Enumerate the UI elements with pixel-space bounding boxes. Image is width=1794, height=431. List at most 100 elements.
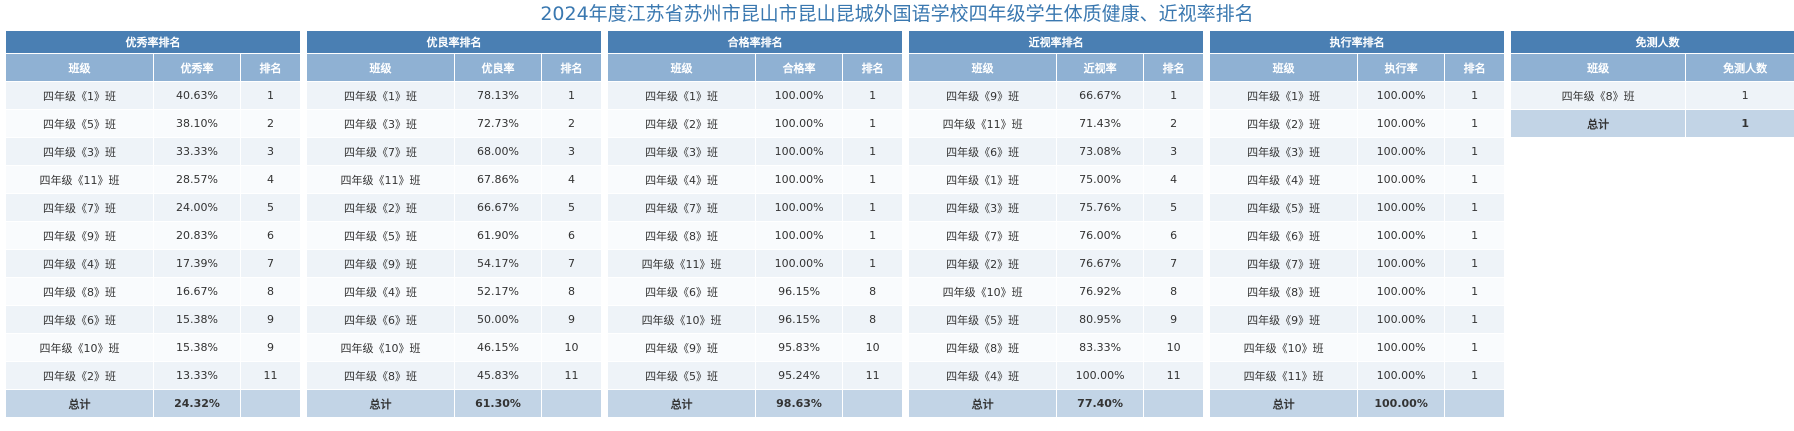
rate-cell: 52.17% xyxy=(454,277,543,306)
rate-cell: 100.00% xyxy=(1357,81,1446,110)
column-header-rank: 排名 xyxy=(1143,53,1205,82)
rank-cell: 5 xyxy=(1143,193,1205,222)
rank-cell: 10 xyxy=(842,333,904,362)
rank-cell: 1 xyxy=(842,249,904,278)
rate-cell: 33.33% xyxy=(153,137,241,166)
table-caption: 优秀率排名 xyxy=(4,30,302,54)
table-row: 四年级《8》班 45.83% 11 xyxy=(306,361,603,390)
rate-cell: 100.00% xyxy=(1357,249,1446,278)
rate-cell: 61.90% xyxy=(454,221,543,250)
rank-cell: 10 xyxy=(1143,333,1205,362)
class-cell: 四年级《4》班 xyxy=(1209,165,1359,194)
rate-cell: 66.67% xyxy=(454,193,543,222)
rate-cell: 76.92% xyxy=(1056,277,1145,306)
class-cell: 四年级《8》班 xyxy=(306,361,456,390)
table-row: 四年级《3》班 72.73% 2 xyxy=(306,109,603,138)
rate-cell: 66.67% xyxy=(1056,81,1145,110)
rate-cell: 13.33% xyxy=(153,361,241,390)
table-row: 四年级《10》班 46.15% 10 xyxy=(306,333,603,362)
rate-cell: 100.00% xyxy=(755,221,844,250)
rank-cell: 9 xyxy=(239,333,302,362)
rate-cell: 24.00% xyxy=(153,193,241,222)
rate-cell: 100.00% xyxy=(1357,165,1446,194)
column-header-rank: 排名 xyxy=(541,53,603,82)
table-row: 四年级《2》班 66.67% 5 xyxy=(306,193,603,222)
class-cell: 四年级《10》班 xyxy=(5,333,154,362)
rank-cell: 8 xyxy=(541,277,603,306)
total-label: 总计 xyxy=(1209,389,1359,418)
rank-cell: 5 xyxy=(239,193,302,222)
table-row: 四年级《5》班 61.90% 6 xyxy=(306,221,603,250)
rate-cell: 45.83% xyxy=(454,361,543,390)
class-cell: 四年级《10》班 xyxy=(306,333,456,362)
rank-cell: 9 xyxy=(1143,305,1205,334)
class-cell: 四年级《7》班 xyxy=(5,193,154,222)
table-row: 四年级《6》班 50.00% 9 xyxy=(306,305,603,334)
table-row: 四年级《9》班 100.00% 1 xyxy=(1209,305,1506,334)
class-cell: 四年级《4》班 xyxy=(908,361,1058,390)
class-cell: 四年级《8》班 xyxy=(908,333,1058,362)
rank-cell: 7 xyxy=(541,249,603,278)
class-cell: 四年级《11》班 xyxy=(5,165,154,194)
rank-cell: 1 xyxy=(1444,193,1506,222)
rate-cell: 100.00% xyxy=(755,109,844,138)
class-cell: 四年级《11》班 xyxy=(306,165,456,194)
excellent-rate-table: 优秀率排名 班级 优秀率 排名 四年级《1》班 40.63% 1 四年级《5》班 38… xyxy=(4,30,302,418)
total-rank-empty xyxy=(842,389,904,418)
column-header-rank: 排名 xyxy=(239,53,302,82)
rank-cell: 11 xyxy=(541,361,603,390)
total-value: 98.63% xyxy=(755,389,844,418)
class-cell: 四年级《9》班 xyxy=(908,81,1058,110)
table-row: 四年级《3》班 75.76% 5 xyxy=(908,193,1205,222)
ranking-tables: 优秀率排名 班级 优秀率 排名 四年级《1》班 40.63% 1 四年级《5》班 38… xyxy=(0,30,1794,418)
column-header-class: 班级 xyxy=(306,53,456,82)
column-header-rate: 近视率 xyxy=(1056,53,1145,82)
class-cell: 四年级《4》班 xyxy=(306,277,456,306)
rate-cell: 17.39% xyxy=(153,249,241,278)
rank-cell: 1 xyxy=(1444,165,1506,194)
table-row: 四年级《8》班 16.67% 8 xyxy=(5,277,302,306)
rank-cell: 1 xyxy=(842,109,904,138)
rank-cell: 9 xyxy=(541,305,603,334)
rank-cell: 11 xyxy=(842,361,904,390)
rate-cell: 67.86% xyxy=(454,165,543,194)
class-cell: 四年级《1》班 xyxy=(607,81,757,110)
table-row: 四年级《1》班 40.63% 1 xyxy=(5,81,302,110)
table-row: 四年级《4》班 52.17% 8 xyxy=(306,277,603,306)
rate-cell: 15.38% xyxy=(153,333,241,362)
total-rank-empty xyxy=(541,389,603,418)
class-cell: 四年级《5》班 xyxy=(1209,193,1359,222)
total-row: 总计 24.32% xyxy=(5,389,302,418)
rank-cell: 1 xyxy=(541,81,603,110)
class-cell: 四年级《9》班 xyxy=(5,221,154,250)
class-cell: 四年级《6》班 xyxy=(1209,221,1359,250)
table-row: 四年级《7》班 100.00% 1 xyxy=(607,193,904,222)
rank-cell: 6 xyxy=(1143,221,1205,250)
class-cell: 四年级《2》班 xyxy=(306,193,456,222)
column-header-class: 班级 xyxy=(908,53,1058,82)
class-cell: 四年级《10》班 xyxy=(1209,333,1359,362)
rate-cell: 73.08% xyxy=(1056,137,1145,166)
table-row: 四年级《2》班 100.00% 1 xyxy=(1209,109,1506,138)
rank-cell: 3 xyxy=(239,137,302,166)
rank-cell: 1 xyxy=(1444,277,1506,306)
table-row: 四年级《1》班 75.00% 4 xyxy=(908,165,1205,194)
class-cell: 四年级《9》班 xyxy=(607,333,757,362)
table-row: 四年级《3》班 100.00% 1 xyxy=(1209,137,1506,166)
rate-cell: 100.00% xyxy=(755,137,844,166)
table-row: 四年级《8》班 100.00% 1 xyxy=(607,221,904,250)
total-value: 1 xyxy=(1685,109,1794,138)
rank-cell: 1 xyxy=(842,165,904,194)
total-label: 总计 xyxy=(908,389,1058,418)
rate-cell: 38.10% xyxy=(153,109,241,138)
class-cell: 四年级《11》班 xyxy=(908,109,1058,138)
table-row: 四年级《2》班 13.33% 11 xyxy=(5,361,302,390)
rank-cell: 1 xyxy=(239,81,302,110)
total-row: 总计 100.00% xyxy=(1209,389,1506,418)
rank-cell: 3 xyxy=(1143,137,1205,166)
rate-cell: 95.83% xyxy=(755,333,844,362)
class-cell: 四年级《6》班 xyxy=(607,277,757,306)
table-row: 四年级《11》班 67.86% 4 xyxy=(306,165,603,194)
table-caption: 合格率排名 xyxy=(607,30,904,54)
rank-cell: 8 xyxy=(239,277,302,306)
